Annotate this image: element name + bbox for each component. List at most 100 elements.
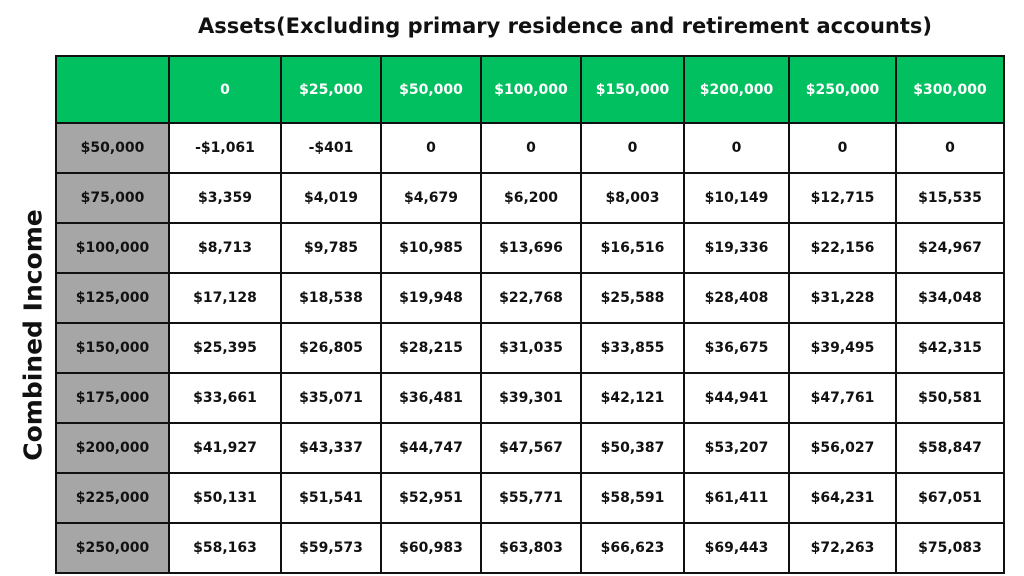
cell: $51,541	[280, 472, 382, 524]
cell: $24,967	[895, 222, 1005, 274]
row-header: $200,000	[55, 422, 170, 474]
data-row: $75,000 $3,359 $4,019 $4,679 $6,200 $8,003 $10…	[55, 172, 1005, 224]
cell: $58,163	[168, 522, 282, 574]
row-header: $250,000	[55, 522, 170, 574]
column-header: $50,000	[380, 55, 482, 124]
data-row: $200,000 $41,927 $43,337 $44,747 $47,567 $50,…	[55, 422, 1005, 474]
cell: $28,215	[380, 322, 482, 374]
cell: $55,771	[480, 472, 582, 524]
row-header: $75,000	[55, 172, 170, 224]
cell: $6,200	[480, 172, 582, 224]
cell: $43,337	[280, 422, 382, 474]
column-header: $250,000	[788, 55, 897, 124]
cell: 0	[683, 122, 790, 174]
cell: $69,443	[683, 522, 790, 574]
cell: $3,359	[168, 172, 282, 224]
cell: $35,071	[280, 372, 382, 424]
cell: $33,661	[168, 372, 282, 424]
cell: $31,228	[788, 272, 897, 324]
cell: $59,573	[280, 522, 382, 574]
cell: $47,761	[788, 372, 897, 424]
column-header: $200,000	[683, 55, 790, 124]
cell: $10,985	[380, 222, 482, 274]
cell: $4,679	[380, 172, 482, 224]
data-row: $150,000 $25,395 $26,805 $28,215 $31,035 $33,…	[55, 322, 1005, 374]
corner-cell	[55, 55, 170, 124]
cell: $50,387	[580, 422, 685, 474]
cell: $42,315	[895, 322, 1005, 374]
cell: 0	[480, 122, 582, 174]
data-row: $100,000 $8,713 $9,785 $10,985 $13,696 $16,51…	[55, 222, 1005, 274]
cell: $26,805	[280, 322, 382, 374]
row-header: $100,000	[55, 222, 170, 274]
row-axis-label: Combined Income	[18, 209, 48, 461]
cell: 0	[895, 122, 1005, 174]
cell: $9,785	[280, 222, 382, 274]
column-header: $25,000	[280, 55, 382, 124]
cell: 0	[580, 122, 685, 174]
cell: $18,538	[280, 272, 382, 324]
cell: $67,051	[895, 472, 1005, 524]
cell: $50,581	[895, 372, 1005, 424]
cell: $72,263	[788, 522, 897, 574]
cell: $50,131	[168, 472, 282, 524]
cell: $52,951	[380, 472, 482, 524]
cell: -$1,061	[168, 122, 282, 174]
column-header: 0	[168, 55, 282, 124]
cell: $41,927	[168, 422, 282, 474]
column-header: $300,000	[895, 55, 1005, 124]
cell: $39,495	[788, 322, 897, 374]
cell: $13,696	[480, 222, 582, 274]
column-header: $100,000	[480, 55, 582, 124]
cell: $8,003	[580, 172, 685, 224]
cell: $36,675	[683, 322, 790, 374]
data-row: $125,000 $17,128 $18,538 $19,948 $22,768 $25,…	[55, 272, 1005, 324]
cell: $22,768	[480, 272, 582, 324]
row-header: $225,000	[55, 472, 170, 524]
cell: $56,027	[788, 422, 897, 474]
cell: $25,588	[580, 272, 685, 324]
cell: $44,747	[380, 422, 482, 474]
cell: $8,713	[168, 222, 282, 274]
cell: $16,516	[580, 222, 685, 274]
row-header: $175,000	[55, 372, 170, 424]
cell: $36,481	[380, 372, 482, 424]
cell: $10,149	[683, 172, 790, 224]
table-title: Assets(Excluding primary residence and r…	[197, 14, 932, 38]
cell: $28,408	[683, 272, 790, 324]
cell: $64,231	[788, 472, 897, 524]
cell: $39,301	[480, 372, 582, 424]
column-header: $150,000	[580, 55, 685, 124]
cell: $44,941	[683, 372, 790, 424]
cell: 0	[380, 122, 482, 174]
cell: $61,411	[683, 472, 790, 524]
cell: $25,395	[168, 322, 282, 374]
cell: $58,847	[895, 422, 1005, 474]
data-row: $175,000 $33,661 $35,071 $36,481 $39,301 $42,…	[55, 372, 1005, 424]
cell: 0	[788, 122, 897, 174]
cell: $58,591	[580, 472, 685, 524]
data-row: $250,000 $58,163 $59,573 $60,983 $63,803 $66,…	[55, 522, 1005, 574]
cell: $75,083	[895, 522, 1005, 574]
data-row: $225,000 $50,131 $51,541 $52,951 $55,771 $58,…	[55, 472, 1005, 524]
cell: -$401	[280, 122, 382, 174]
row-header: $50,000	[55, 122, 170, 174]
cell: $17,128	[168, 272, 282, 324]
cell: $19,948	[380, 272, 482, 324]
cell: $42,121	[580, 372, 685, 424]
cell: $12,715	[788, 172, 897, 224]
row-header: $125,000	[55, 272, 170, 324]
cell: $31,035	[480, 322, 582, 374]
cell: $4,019	[280, 172, 382, 224]
cell: $22,156	[788, 222, 897, 274]
cell: $66,623	[580, 522, 685, 574]
cell: $33,855	[580, 322, 685, 374]
cell: $47,567	[480, 422, 582, 474]
header-row: 0 $25,000 $50,000 $100,000 $150,000 $200,000 $…	[55, 55, 1005, 124]
cell: $19,336	[683, 222, 790, 274]
cell: $15,535	[895, 172, 1005, 224]
data-row: $50,000 -$1,061 -$401 0 0 0 0 0 0	[55, 122, 1005, 174]
cell: $53,207	[683, 422, 790, 474]
cell: $63,803	[480, 522, 582, 574]
